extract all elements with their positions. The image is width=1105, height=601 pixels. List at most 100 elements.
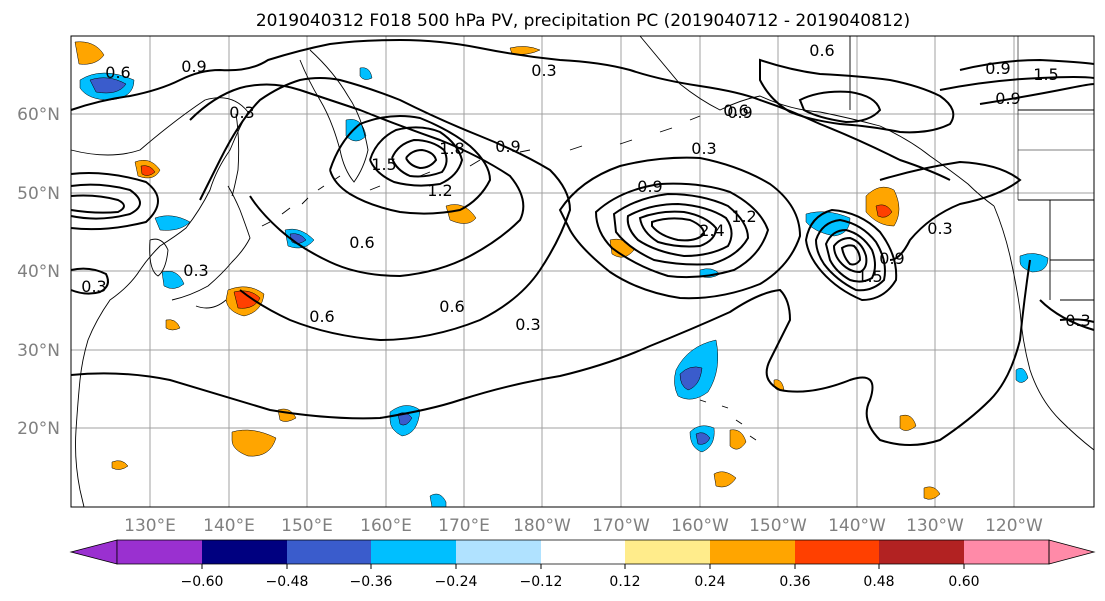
precip-patch — [397, 412, 413, 426]
pv-contour-160w-0.3 — [558, 156, 802, 300]
colorbar-tick-label: 0.36 — [779, 574, 810, 590]
lon-label: 150°E — [281, 516, 333, 536]
colorbar-swatch — [964, 540, 1049, 564]
pv-contour-1.2 — [329, 115, 492, 215]
pv-contour-140w-1.5 — [840, 244, 862, 266]
pv-contour-west-1 — [70, 183, 141, 220]
contour-label: 2.4 — [699, 221, 724, 240]
lon-label: 140°E — [203, 516, 255, 536]
colorbar-tick-label: −0.48 — [266, 574, 309, 590]
precip-patch — [165, 319, 181, 331]
contour-label: 0.6 — [723, 101, 748, 120]
hawaii-islands — [699, 399, 757, 441]
pv-contour-0.6 — [199, 77, 572, 342]
contour-label: 1.5 — [1033, 65, 1058, 84]
lon-label: 160°W — [671, 516, 729, 536]
precip-patch — [1015, 368, 1029, 383]
colorbar-tick-label: −0.60 — [181, 574, 224, 590]
contour-label: 0.6 — [809, 41, 834, 60]
contour-label: 0.3 — [531, 61, 556, 80]
map-frame — [70, 35, 1095, 508]
lon-label: 120°W — [985, 516, 1043, 536]
pv-contour-140w-0.3 — [804, 208, 898, 302]
contour-label: 0.6 — [309, 307, 334, 326]
contour-label: 1.2 — [731, 207, 756, 226]
contour-label: 0.3 — [229, 103, 254, 122]
precip-patch — [1019, 253, 1049, 273]
precip-patch — [111, 460, 129, 470]
lon-label: 130°W — [906, 516, 964, 536]
precip-patch — [231, 429, 277, 457]
colorbar-swatch — [202, 540, 287, 564]
canada-lines — [1017, 36, 1094, 200]
alaska-coast — [639, 35, 995, 207]
precip-patch — [161, 271, 185, 289]
colorbar-swatch — [795, 540, 879, 564]
lat-label-30n: 30°N — [17, 341, 60, 361]
contour-label: 0.6 — [439, 297, 464, 316]
pv-contour-ne-loop — [879, 160, 1022, 261]
colorbar-tick-label: 0.24 — [694, 574, 725, 590]
colorbar: −0.60 −0.48 −0.36 −0.24 −0.12 0.12 0.24 … — [69, 539, 1096, 590]
pv-contour-2.1 — [405, 148, 438, 170]
precip-patch — [923, 486, 941, 500]
map-title: 2019040312 F018 500 hPa PV, precipitatio… — [256, 11, 910, 31]
pv-contour-west-3 — [70, 172, 159, 231]
korea-coast — [149, 238, 169, 277]
kuril-islands — [261, 175, 341, 227]
contour-label: 0.3 — [81, 277, 106, 296]
colorbar-extend-high — [1048, 539, 1096, 565]
colorbar-tick-label: 0.48 — [863, 574, 894, 590]
kamchatka-coast — [299, 49, 369, 183]
colorbar-ticks — [201, 564, 965, 569]
pv-contour-160w-1.2 — [612, 192, 750, 266]
precip-patch — [359, 67, 373, 80]
lat-labels: 60°N 50°N 40°N 30°N 20°N — [17, 105, 60, 439]
pv-contours — [70, 38, 1095, 446]
precip-patch — [74, 41, 105, 65]
contour-label: 0.9 — [727, 103, 752, 122]
pv-contour-west-2 — [70, 194, 125, 214]
precip-patch — [89, 77, 127, 94]
precip-patch — [345, 119, 367, 142]
japan-coast — [171, 185, 251, 309]
colorbar-swatch — [456, 540, 541, 564]
colorbar-outline — [116, 539, 1050, 565]
lon-label: 180°W — [513, 516, 571, 536]
contour-label: 0.9 — [181, 57, 206, 76]
precip-patch — [713, 471, 737, 488]
contour-labels: 0.9 0.6 0.3 0.3 1.8 1.5 1.2 0.6 0.9 0.6 … — [81, 41, 1090, 334]
lat-label-50n: 50°N — [17, 184, 60, 204]
pv-contour-160w-2.1 — [651, 217, 706, 242]
colorbar-tick-label: 0.12 — [609, 574, 640, 590]
precip-patch — [233, 290, 261, 309]
pv-contour-ne — [939, 58, 1095, 105]
lon-labels: 130°E 140°E 150°E 160°E 170°E 180°W 170°… — [124, 516, 1043, 536]
lat-label-60n: 60°N — [17, 105, 60, 125]
precip-patch — [899, 414, 917, 431]
lon-label: 130°E — [124, 516, 176, 536]
lon-label: 170°E — [438, 516, 490, 536]
pv-contour-140w-0.6 — [814, 218, 886, 292]
na-borders — [849, 36, 1094, 301]
lat-label-20n: 20°N — [17, 419, 60, 439]
contour-label: 0.3 — [515, 315, 540, 334]
colorbar-swatch — [710, 540, 795, 564]
colorbar-swatch — [371, 540, 456, 564]
lon-label: 160°E — [360, 516, 412, 536]
colorbar-swatch — [117, 540, 202, 564]
contour-label: 0.9 — [985, 59, 1010, 78]
precip-patch — [729, 429, 747, 450]
contour-label: 1.5 — [857, 267, 882, 286]
asia-coast — [70, 97, 249, 508]
colorbar-tick-label: −0.12 — [520, 574, 563, 590]
pv-contour-west-japan — [70, 267, 109, 295]
precip-patch — [140, 165, 156, 176]
contour-label: 0.3 — [927, 219, 952, 238]
pv-contour-140w-1.2 — [832, 236, 868, 274]
contour-label: 0.3 — [183, 261, 208, 280]
contour-label: 0.6 — [349, 233, 374, 252]
contour-label: 1.5 — [371, 155, 396, 174]
contour-label: 0.9 — [995, 89, 1020, 108]
contour-label: 0.9 — [495, 137, 520, 156]
